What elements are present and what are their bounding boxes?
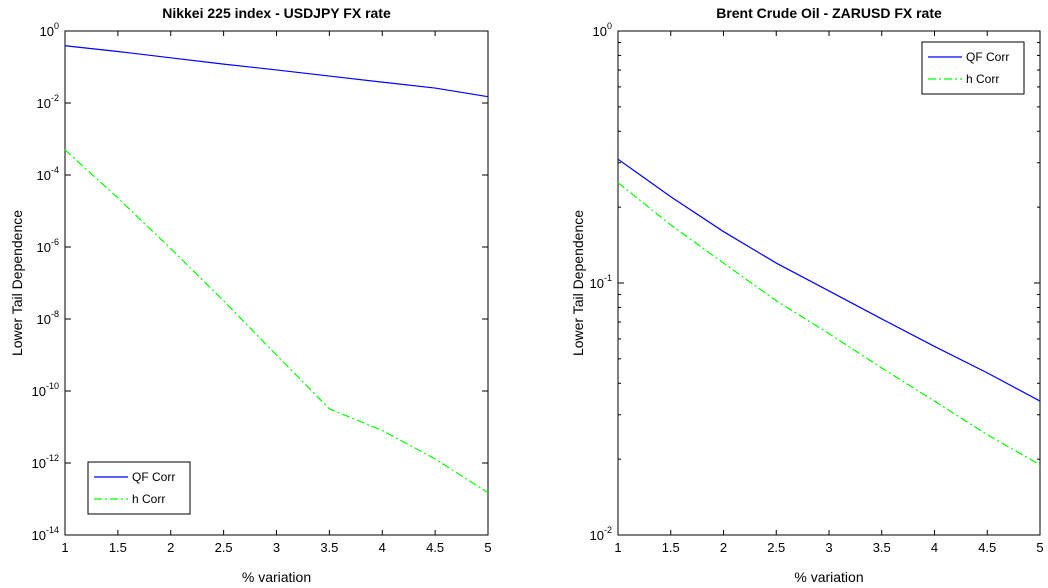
x-axis-label: % variation [794,569,863,585]
x-tick-label: 2.5 [767,540,785,555]
x-tick-label: 5 [484,540,491,555]
x-tick-label: 2 [167,540,174,555]
legend: QF Corr h Corr [921,41,1025,95]
y-tick-label: 100 [593,21,612,39]
x-axis-label: % variation [242,569,311,585]
chart-nikkei-usdjpy: Nikkei 225 index - USDJPY FX rate % varia… [9,5,492,585]
y-tick-label: 10-4 [37,165,59,183]
legend-entry-label: h Corr [966,72,999,86]
legend-box [87,461,191,515]
y-tick-label: 10-14 [32,525,59,543]
y-tick-label: 10-2 [590,525,612,543]
x-tick-label: 3.5 [873,540,891,555]
x-tick-label: 3 [825,540,832,555]
legend-entry-label: QF Corr [132,470,175,484]
chart-title: Nikkei 225 index - USDJPY FX rate [162,5,391,21]
y-axis-label: Lower Tail Dependence [9,210,25,356]
y-tick-label: 100 [40,21,59,39]
plot-area [617,30,1041,536]
plot-area [64,30,489,536]
chart-title: Brent Crude Oil - ZARUSD FX rate [716,5,942,21]
y-tick-label: 10-10 [32,381,59,399]
x-tick-label: 4 [931,540,938,555]
chart-brent-zarusd: Brent Crude Oil - ZARUSD FX rate % variat… [570,5,1044,585]
legend-entry-label: QF Corr [966,50,1009,64]
x-tick-label: 1.5 [109,540,127,555]
legend-box [921,41,1025,95]
x-tick-label: 5 [1036,540,1043,555]
y-tick-label: 10-2 [37,93,59,111]
y-axis-label: Lower Tail Dependence [570,210,586,356]
x-tick-label: 1 [614,540,621,555]
x-tick-label: 1 [61,540,68,555]
x-tick-label: 4.5 [978,540,996,555]
y-tick-label: 10-6 [37,237,59,255]
x-tick-label: 2 [720,540,727,555]
legend: QF Corr h Corr [87,461,191,515]
y-tick-label: 10-8 [37,309,59,327]
legend-entry-label: h Corr [132,492,165,506]
x-tick-label: 1.5 [662,540,680,555]
y-tick-label: 10-1 [590,273,612,291]
x-tick-label: 2.5 [215,540,233,555]
y-tick-label: 10-12 [32,453,59,471]
x-tick-label: 4 [379,540,386,555]
x-tick-label: 3 [273,540,280,555]
x-tick-label: 4.5 [426,540,444,555]
x-tick-label: 3.5 [320,540,338,555]
